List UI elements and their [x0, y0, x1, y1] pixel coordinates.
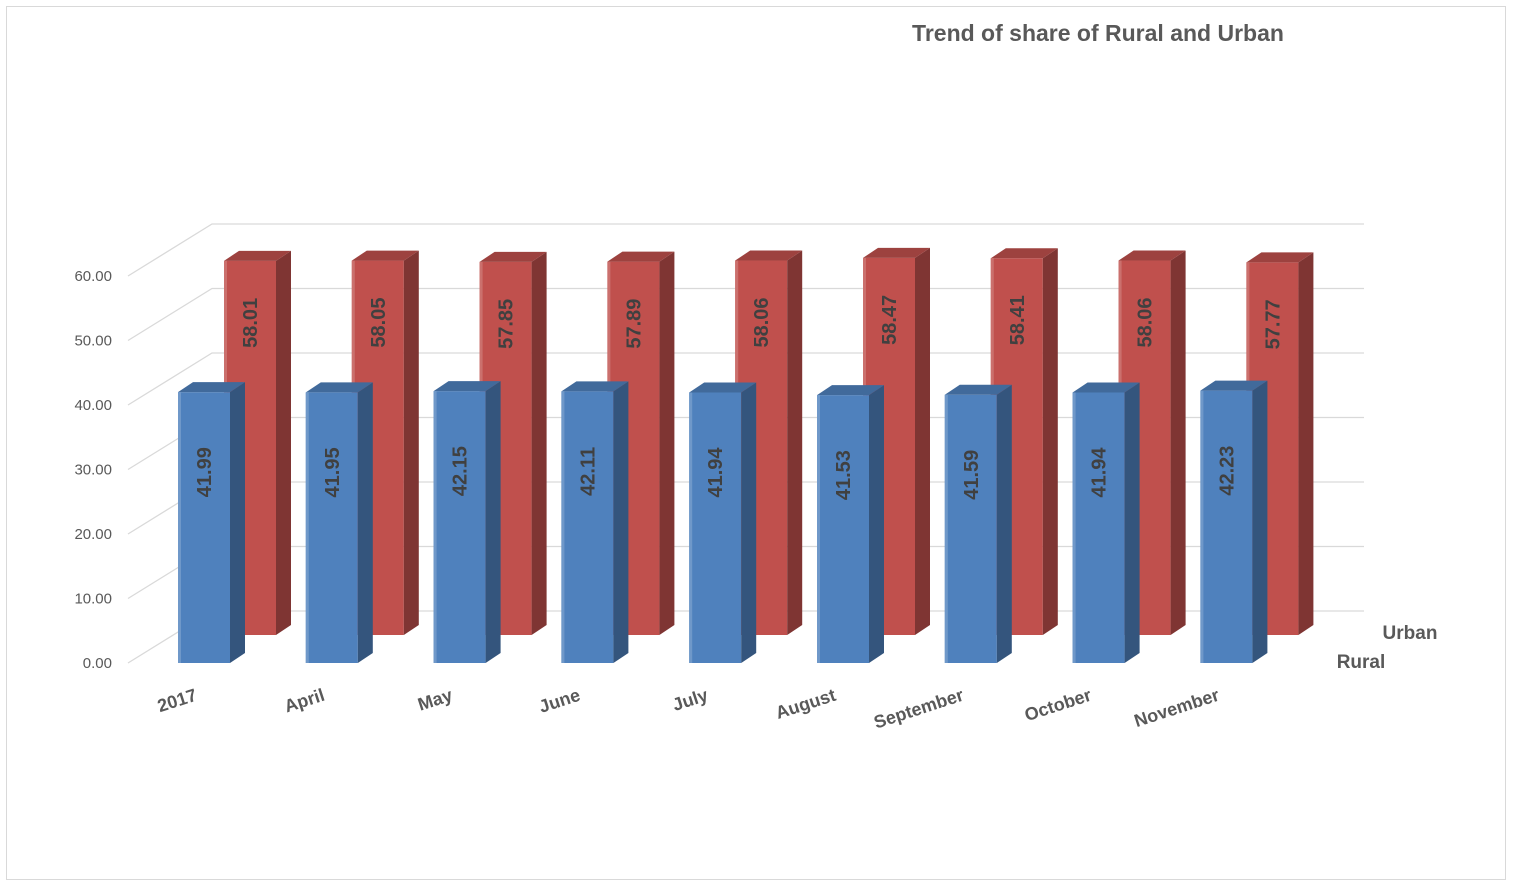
data-label: 58.06	[1135, 297, 1157, 347]
x-axis-tick-labels: 2017 April May June July August September Octob…	[155, 685, 1222, 733]
bar-rural: 41.94	[1072, 382, 1140, 663]
data-label: 41.94	[705, 447, 727, 498]
data-label: 57.77	[1262, 299, 1284, 349]
y-tick-label: 10.00	[74, 591, 112, 608]
data-label: 41.94	[1089, 447, 1111, 498]
data-label: 58.05	[368, 298, 390, 348]
data-label: 41.99	[194, 447, 216, 497]
y-tick-label: 0.00	[83, 655, 112, 672]
data-label: 41.59	[961, 450, 983, 500]
series-label-rural: Rural	[1337, 652, 1386, 673]
x-tick-label: September	[871, 685, 966, 733]
y-tick-label: 50.00	[74, 333, 112, 350]
x-tick-label: November	[1132, 685, 1222, 731]
y-tick-label: 60.00	[74, 268, 112, 285]
gridline	[127, 352, 1364, 406]
gridline	[127, 287, 1364, 342]
bar-rural: 41.94	[689, 382, 757, 663]
series-label-urban: Urban	[1383, 623, 1438, 644]
bar-rural: 41.59	[944, 384, 1012, 663]
y-axis-tick-labels: 0.00 10.00 20.00 30.00 40.00 50.00 60.00	[74, 268, 112, 672]
x-tick-label: April	[282, 685, 327, 717]
data-label: 57.85	[496, 299, 518, 349]
data-label: 41.53	[833, 450, 855, 500]
x-tick-label: June	[536, 685, 582, 717]
bar-rural: 41.95	[305, 382, 373, 663]
data-label: 58.01	[240, 298, 262, 348]
y-tick-label: 20.00	[74, 526, 112, 543]
gridline	[127, 223, 1364, 277]
bar-rural: 42.11	[561, 381, 629, 663]
bar-rural: 41.99	[178, 382, 245, 663]
bar-rural: 42.15	[433, 381, 501, 663]
y-tick-label: 30.00	[74, 462, 112, 479]
data-label: 58.41	[1007, 295, 1029, 345]
data-label: 58.06	[751, 297, 773, 347]
data-label: 42.15	[450, 446, 472, 496]
data-label: 58.47	[879, 295, 901, 345]
x-tick-label: July	[670, 685, 710, 715]
chart-title: Trend of share of Rural and Urban	[912, 20, 1284, 46]
bar-rural: 42.23	[1200, 380, 1268, 663]
x-tick-label: 2017	[155, 685, 199, 716]
x-tick-label: October	[1022, 685, 1094, 725]
x-tick-label: August	[773, 685, 838, 723]
data-label: 42.23	[1216, 446, 1238, 496]
data-label: 41.95	[322, 447, 344, 497]
bars: 58.01 58.05 57.85 57.89 58.06 58.47 58.41 58.06…	[178, 247, 1314, 663]
data-label: 42.11	[577, 447, 599, 496]
y-tick-label: 40.00	[74, 397, 112, 414]
bar-rural: 41.53	[817, 385, 884, 663]
x-tick-label: May	[415, 685, 454, 715]
data-label: 57.89	[623, 299, 645, 349]
